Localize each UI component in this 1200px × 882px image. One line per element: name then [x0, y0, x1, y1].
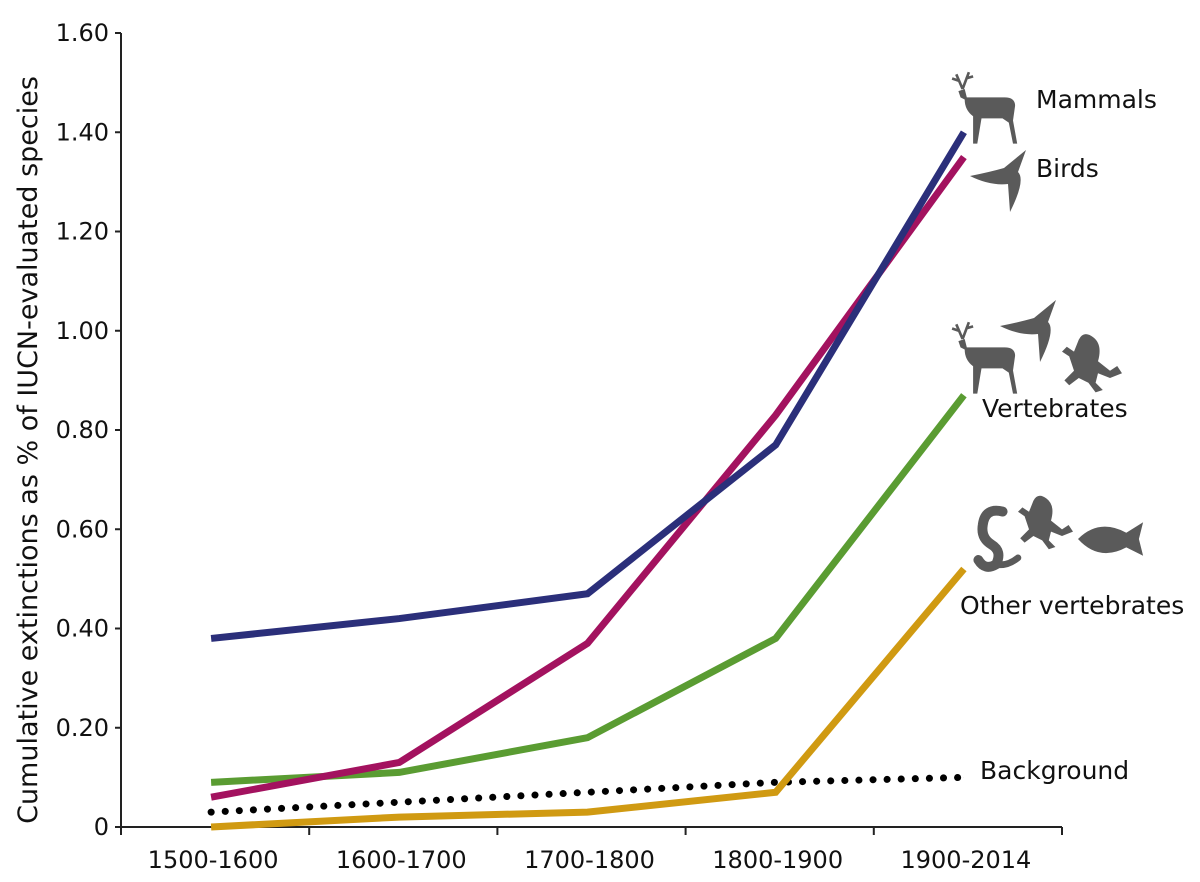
series-icons	[951, 71, 1144, 572]
x-tick-label: 1900-2014	[900, 846, 1031, 874]
x-tick-label: 1600-1700	[336, 846, 467, 874]
series-label: Birds	[1036, 154, 1099, 183]
swallow-icon	[1000, 300, 1056, 362]
y-tick-label: 0.80	[56, 416, 109, 444]
y-tick-label: 1.20	[56, 218, 109, 246]
series-label: Other vertebrates	[960, 591, 1184, 620]
y-tick-label: 1.60	[56, 19, 109, 47]
y-tick-label: 1.00	[56, 317, 109, 345]
series-labels: Mammals Birds Vertebrates Other vertebrates…	[960, 85, 1184, 785]
y-tick-label: 0.20	[56, 714, 109, 742]
series-label: Background	[980, 756, 1129, 785]
frog-icon	[1062, 334, 1122, 393]
axes: 0 0.20 0.40 0.60 0.80 1.00 1.20 1.40 1.60 1500-16…	[56, 19, 1063, 874]
series-line-vertebrates	[210, 393, 967, 786]
y-tick-label: 0	[94, 813, 109, 841]
deer-icon	[951, 71, 1018, 144]
series-label: Mammals	[1036, 85, 1157, 114]
series-line-mammals	[210, 130, 967, 642]
y-tick-label: 1.40	[56, 118, 109, 146]
x-tick-label: 1500-1600	[148, 846, 279, 874]
fish-icon	[1078, 522, 1144, 556]
y-axis-label: Cumulative extinctions as % of IUCN-eval…	[13, 76, 44, 824]
deer-icon	[951, 321, 1018, 394]
series-label: Vertebrates	[982, 394, 1128, 423]
series-lines	[207, 130, 968, 831]
y-tick-label: 0.60	[56, 515, 109, 543]
swallow-icon	[970, 150, 1026, 212]
snake-icon	[973, 505, 1022, 572]
x-tick-label: 1700-1800	[524, 846, 655, 874]
x-tick-label: 1800-1900	[712, 846, 843, 874]
series-line-background	[207, 773, 968, 816]
y-tick-label: 0.40	[56, 615, 109, 643]
frog-icon	[1018, 495, 1073, 550]
series-line-other-vertebrates	[210, 566, 967, 831]
